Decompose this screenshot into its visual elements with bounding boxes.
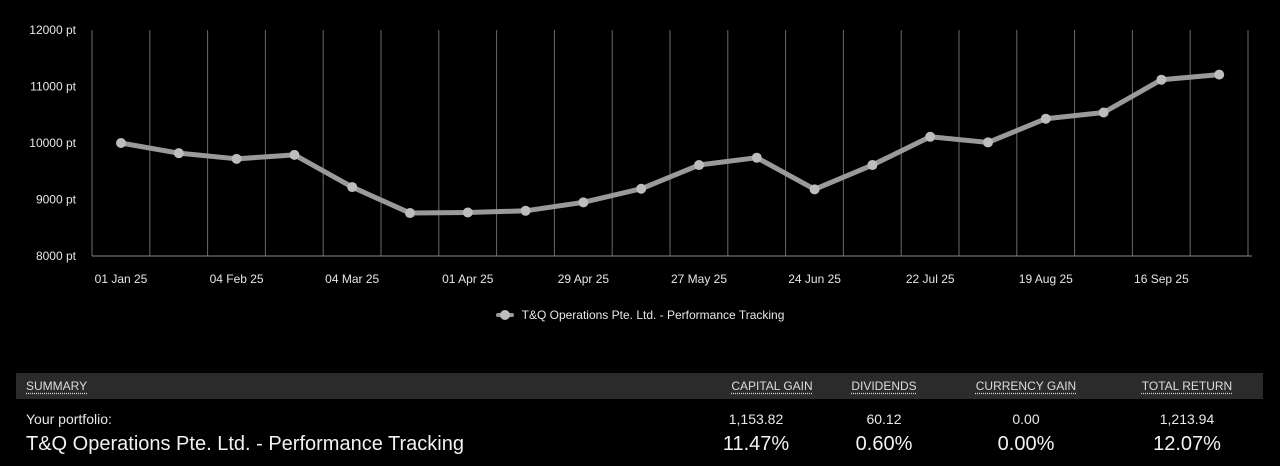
chart-legend[interactable]: T&Q Operations Pte. Ltd. - Performance T… xyxy=(0,306,1280,324)
portfolio-dividends: 60.12 xyxy=(866,411,902,427)
x-tick-label: 19 Aug 25 xyxy=(1019,272,1073,286)
portfolio-total-return: 1,213.94 xyxy=(1159,411,1215,427)
x-tick-label: 04 Feb 25 xyxy=(210,272,264,286)
x-tick-label: 04 Mar 25 xyxy=(325,272,379,286)
data-point xyxy=(520,205,531,216)
performance-chart: 12000 pt 11000 pt 10000 pt 9000 pt 8000 pt 01… xyxy=(29,23,1252,286)
data-point xyxy=(173,148,184,159)
tracking-capital-gain: 11.47% xyxy=(722,433,790,455)
summary-label-header: SUMMARY xyxy=(26,379,88,393)
data-point xyxy=(405,208,415,219)
x-tick-label: 01 Apr 25 xyxy=(442,272,494,286)
data-point xyxy=(925,131,936,142)
capital-gain-header: CAPITAL GAIN xyxy=(731,379,813,393)
data-point xyxy=(116,138,126,148)
data-point xyxy=(1214,69,1225,80)
tracking-label: T&Q Operations Pte. Ltd. - Performance T… xyxy=(26,433,464,455)
data-point xyxy=(694,160,704,171)
total-return-header: TOTAL RETURN xyxy=(1141,379,1233,393)
data-point xyxy=(1040,113,1051,124)
y-tick-label: 12000 pt xyxy=(29,23,76,37)
x-tick-label: 27 May 25 xyxy=(671,272,727,286)
currency-gain-header: CURRENCY GAIN xyxy=(975,379,1077,393)
tracking-dividends: 0.60% xyxy=(855,433,913,455)
x-tick-label: 24 Jun 25 xyxy=(788,272,841,286)
portfolio-currency-gain: 0.00 xyxy=(1012,411,1040,427)
data-point xyxy=(462,207,473,218)
data-point xyxy=(636,183,647,194)
data-point xyxy=(983,137,993,148)
chart-axes: 12000 pt 11000 pt 10000 pt 9000 pt 8000 pt 01… xyxy=(29,23,1252,286)
legend-series-marker-icon xyxy=(495,310,514,320)
y-tick-label: 9000 pt xyxy=(36,193,77,207)
data-point xyxy=(809,184,820,195)
data-point xyxy=(289,149,300,160)
y-tick-label: 8000 pt xyxy=(36,249,77,263)
series-line xyxy=(118,72,1222,216)
chart-grid xyxy=(91,30,1249,256)
tracking-currency-gain: 0.00% xyxy=(997,433,1055,455)
y-tick-label: 11000 pt xyxy=(30,80,76,94)
chart-series xyxy=(116,69,1225,219)
x-tick-label: 16 Sep 25 xyxy=(1134,272,1189,286)
legend-series-label: T&Q Operations Pte. Ltd. - Performance T… xyxy=(521,308,785,322)
data-point xyxy=(231,153,242,164)
x-tick-label: 01 Jan 25 xyxy=(95,272,148,286)
x-tick-label: 22 Jul 25 xyxy=(906,272,955,286)
data-point xyxy=(751,152,762,163)
dividends-header: DIVIDENDS xyxy=(851,379,917,393)
y-tick-label: 10000 pt xyxy=(29,136,76,150)
x-tick-label: 29 Apr 25 xyxy=(558,272,610,286)
tracking-total-return: 12.07% xyxy=(1153,433,1221,455)
portfolio-capital-gain: 1,153.82 xyxy=(728,411,784,427)
summary-header: SUMMARY CAPITAL GAIN DIVIDENDS CURRENCY … xyxy=(16,373,1263,399)
data-point xyxy=(347,182,358,193)
data-point xyxy=(578,197,589,208)
data-point xyxy=(1156,74,1167,85)
data-point xyxy=(1098,107,1109,118)
data-point xyxy=(867,160,878,171)
portfolio-label: Your portfolio: xyxy=(26,411,112,427)
